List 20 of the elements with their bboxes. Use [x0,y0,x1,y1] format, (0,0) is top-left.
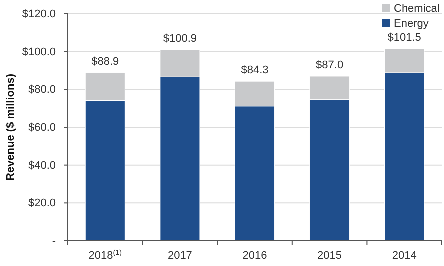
total-label: $84.3 [241,64,269,77]
total-label: $88.9 [92,56,120,68]
legend-label: Chemical [394,3,440,15]
x-tick-label: 2016 [242,250,268,262]
y-tick-label: $120.0 [22,8,56,21]
y-tick-label: $60.0 [28,122,56,134]
total-label: $100.9 [163,33,198,46]
y-tick-label: $100.0 [22,46,56,58]
x-tick-label: 2018$^{(1)}$ [88,249,122,262]
total-label: $87.0 [316,59,344,72]
y-axis-title: Revenue ($ millions) [4,74,17,181]
total-label: $101.5 [388,32,422,44]
x-tick-label: 2015 [318,250,342,262]
y-tick-label: $40.0 [28,160,56,172]
y-tick-label: $80.0 [28,84,56,96]
y-tick-label: $20.0 [28,198,56,210]
x-tick-label: 2014 [392,250,417,262]
legend-label: Energy [394,18,430,30]
x-tick-label: 2017 [168,250,192,262]
y-tick-label: - [52,236,56,248]
